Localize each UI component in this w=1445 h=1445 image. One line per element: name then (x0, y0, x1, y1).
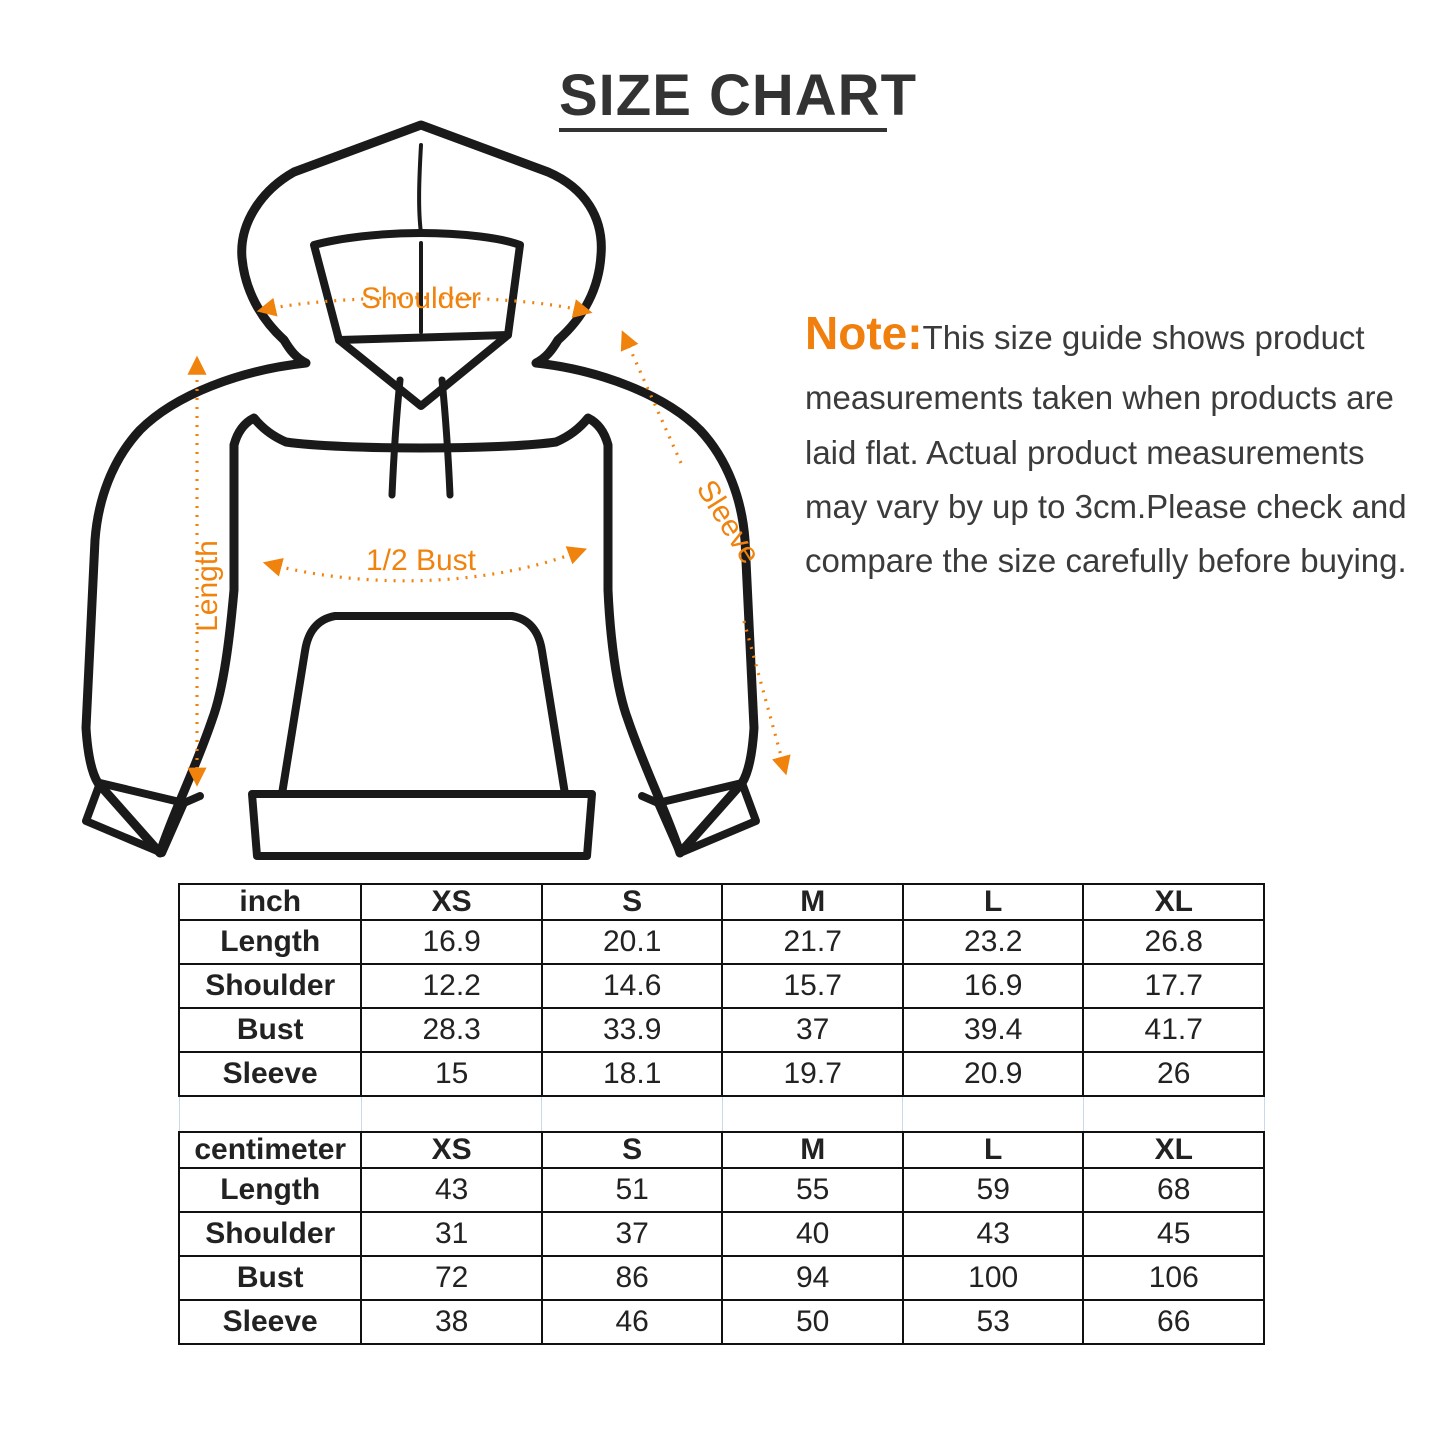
svg-text:Length: Length (191, 540, 224, 632)
svg-text:Shoulder: Shoulder (361, 282, 481, 315)
svg-text:1/2 Bust: 1/2 Bust (366, 544, 477, 577)
svg-text:Sleeve: Sleeve (690, 474, 767, 569)
